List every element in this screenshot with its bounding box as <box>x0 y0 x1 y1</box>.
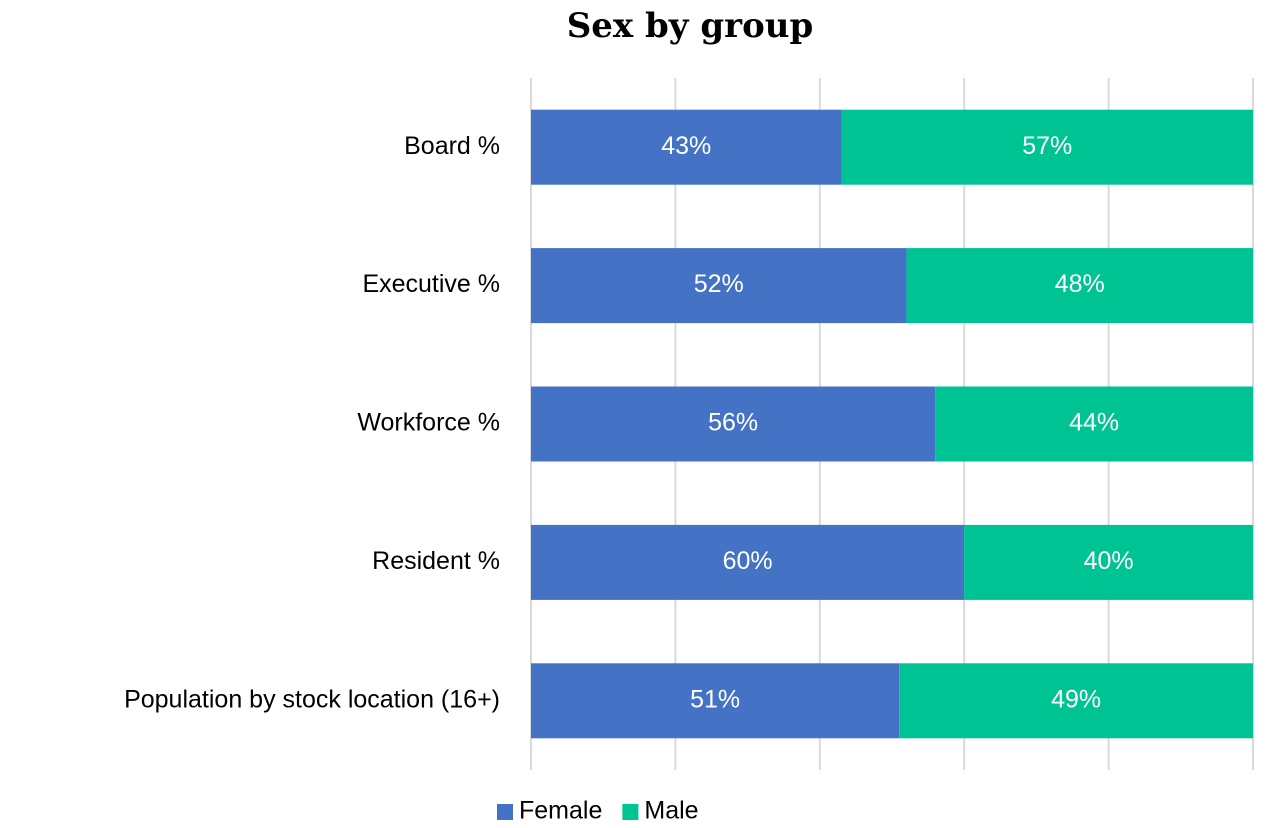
data-label: 48% <box>1055 270 1105 298</box>
legend-swatch <box>622 804 639 820</box>
legend-label: Female <box>519 797 602 825</box>
chart-title: Sex by group <box>567 6 814 46</box>
bar <box>935 386 1253 462</box>
data-label: 56% <box>708 409 758 437</box>
bar <box>531 109 842 185</box>
legend-label: Male <box>644 797 698 825</box>
bar <box>964 524 1253 600</box>
data-label: 57% <box>1022 132 1072 160</box>
data-label: 60% <box>723 547 773 575</box>
bar <box>531 524 965 600</box>
y-tick-label: Board % <box>404 132 500 160</box>
data-label: 51% <box>690 685 740 713</box>
data-label: 44% <box>1069 409 1119 437</box>
bar <box>531 248 907 324</box>
y-tick-label: Resident % <box>372 547 500 575</box>
y-tick-label: Workforce % <box>357 409 500 437</box>
legend-swatch <box>497 804 513 820</box>
data-label: 52% <box>694 270 744 298</box>
data-label: 43% <box>661 132 711 160</box>
data-label: 49% <box>1051 685 1101 713</box>
bar <box>531 663 900 739</box>
bar <box>531 386 936 462</box>
y-tick-label: Population by stock location (16+) <box>124 685 500 713</box>
bar <box>899 663 1253 739</box>
y-tick-label: Executive % <box>362 270 500 298</box>
bar <box>841 109 1253 185</box>
data-label: 40% <box>1084 547 1134 575</box>
bar <box>906 248 1253 324</box>
